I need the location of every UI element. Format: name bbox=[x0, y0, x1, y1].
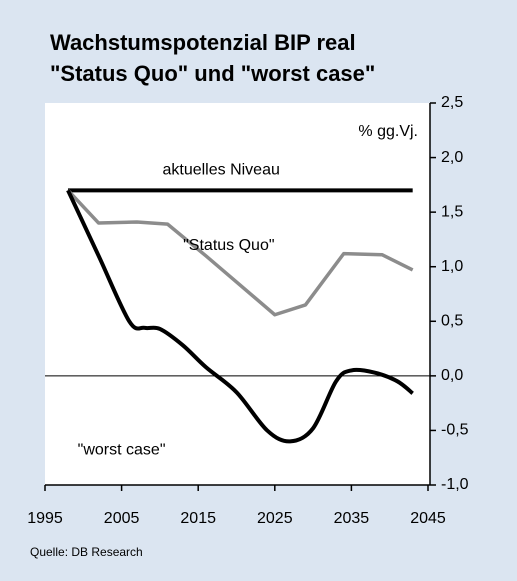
x-tick-label: 2005 bbox=[104, 510, 140, 527]
x-tick-label: 2035 bbox=[334, 510, 370, 527]
series-label: aktuelles Niveau bbox=[162, 162, 279, 179]
x-tick-label: 2045 bbox=[410, 510, 446, 527]
series-line bbox=[66, 189, 414, 444]
y-tick-label: -0,5 bbox=[441, 422, 469, 439]
y-tick-label: 1,0 bbox=[441, 258, 463, 275]
series-label: "worst case" bbox=[78, 441, 166, 458]
x-tick-label: 2015 bbox=[180, 510, 216, 527]
y-tick-label: 0,0 bbox=[441, 367, 463, 384]
y-tick-label: 1,5 bbox=[441, 203, 463, 220]
x-tick-label: 2025 bbox=[257, 510, 293, 527]
chart-title: Wachstumspotenzial BIP real bbox=[50, 30, 356, 55]
series-label: "Status Quo" bbox=[183, 237, 274, 254]
source: Quelle: DB Research bbox=[30, 545, 143, 559]
y-tick-label: -1,0 bbox=[441, 476, 469, 493]
chart-subtitle: "Status Quo" und "worst case" bbox=[50, 61, 375, 86]
y-axis-label: % gg.Vj. bbox=[358, 123, 418, 140]
y-tick-label: 2,0 bbox=[441, 149, 463, 166]
y-tick-label: 2,5 bbox=[441, 94, 463, 111]
x-tick-label: 1995 bbox=[27, 510, 63, 527]
plot-area bbox=[45, 103, 430, 485]
y-tick-label: 0,5 bbox=[441, 313, 463, 330]
series-line bbox=[66, 189, 414, 317]
